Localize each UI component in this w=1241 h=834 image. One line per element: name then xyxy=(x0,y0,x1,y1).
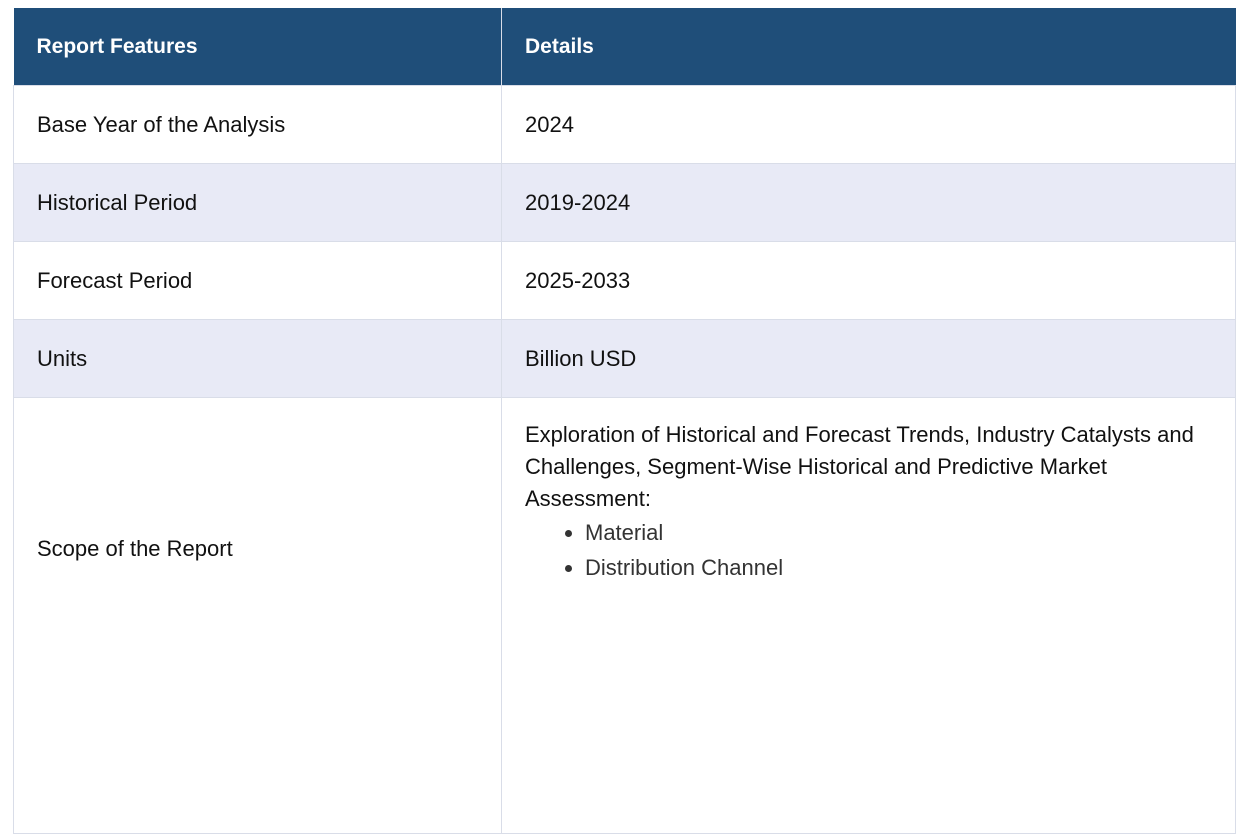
feature-cell: Scope of the Report xyxy=(13,397,502,834)
scope-intro-text: Exploration of Historical and Forecast T… xyxy=(525,422,1194,511)
table-row: Units Billion USD xyxy=(13,319,1236,398)
list-item: Distribution Channel xyxy=(585,550,1215,585)
detail-cell: 2019-2024 xyxy=(501,163,1236,242)
table-row: Base Year of the Analysis 2024 xyxy=(13,85,1236,164)
feature-cell: Base Year of the Analysis xyxy=(13,85,502,164)
header-details: Details xyxy=(501,8,1236,86)
feature-cell: Forecast Period xyxy=(13,241,502,320)
table-header-row: Report Features Details xyxy=(13,8,1236,86)
scope-segment-list: Material Distribution Channel xyxy=(525,515,1215,585)
detail-cell: 2025-2033 xyxy=(501,241,1236,320)
feature-cell: Units xyxy=(13,319,502,398)
list-item: Material xyxy=(585,515,1215,550)
scope-detail-cell: Exploration of Historical and Forecast T… xyxy=(501,397,1236,834)
report-features-table: Report Features Details Base Year of the… xyxy=(13,8,1236,834)
detail-cell: Billion USD xyxy=(501,319,1236,398)
table-row-scope: Scope of the Report Exploration of Histo… xyxy=(13,397,1236,834)
header-report-features: Report Features xyxy=(13,8,502,86)
table-row: Forecast Period 2025-2033 xyxy=(13,241,1236,320)
table-row: Historical Period 2019-2024 xyxy=(13,163,1236,242)
detail-cell: 2024 xyxy=(501,85,1236,164)
feature-cell: Historical Period xyxy=(13,163,502,242)
